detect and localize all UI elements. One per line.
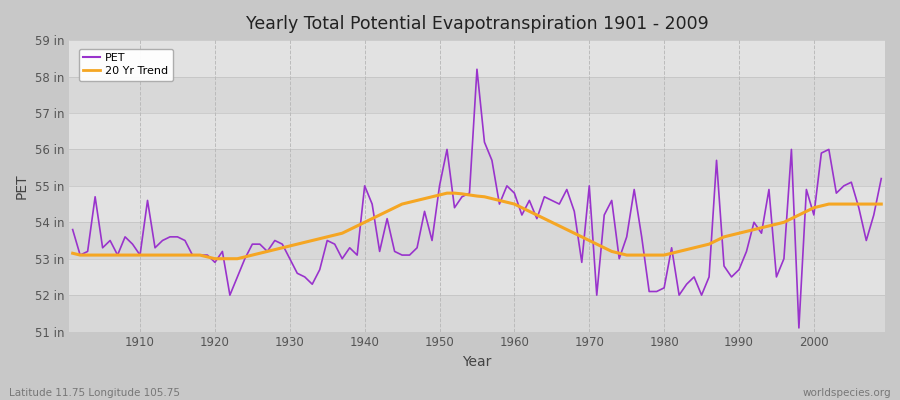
Bar — [69, 150, 885, 186]
Bar — [69, 40, 885, 76]
Bar — [69, 76, 885, 113]
Title: Yearly Total Potential Evapotranspiration 1901 - 2009: Yearly Total Potential Evapotranspiratio… — [246, 15, 708, 33]
Bar — [69, 186, 885, 222]
Bar — [69, 259, 885, 295]
Y-axis label: PET: PET — [15, 173, 29, 199]
Legend: PET, 20 Yr Trend: PET, 20 Yr Trend — [78, 48, 173, 81]
Text: worldspecies.org: worldspecies.org — [803, 388, 891, 398]
Text: Latitude 11.75 Longitude 105.75: Latitude 11.75 Longitude 105.75 — [9, 388, 180, 398]
Bar — [69, 222, 885, 259]
Bar — [69, 295, 885, 332]
Bar — [69, 113, 885, 150]
X-axis label: Year: Year — [463, 355, 491, 369]
